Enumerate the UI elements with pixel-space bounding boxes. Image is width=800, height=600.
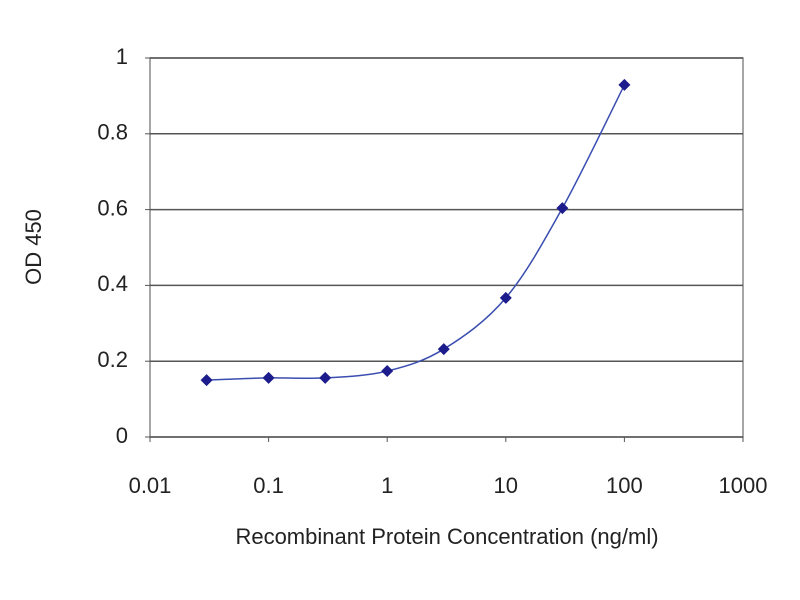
x-tick-label: 0.01 [129, 473, 172, 498]
x-axis-label: Recombinant Protein Concentration (ng/ml… [235, 524, 658, 549]
y-tick-label: 0 [116, 423, 128, 448]
data-point [499, 291, 512, 304]
plot-area [149, 57, 744, 438]
y-tick-label: 0.2 [97, 347, 128, 372]
data-point [200, 374, 213, 387]
data-point [262, 371, 275, 384]
data-point [319, 371, 332, 384]
data-point [618, 78, 631, 91]
y-axis-label: OD 450 [21, 209, 46, 285]
y-tick-label: 0.4 [97, 271, 128, 296]
x-tick-label: 1 [381, 473, 393, 498]
x-tick-label: 100 [606, 473, 643, 498]
y-tick-label: 0.6 [97, 195, 128, 220]
data-point [381, 365, 394, 378]
data-point [556, 202, 569, 215]
data-point [437, 343, 450, 356]
x-tick-label: 10 [494, 473, 518, 498]
y-tick-label: 0.8 [97, 120, 128, 145]
x-tick-label: 0.1 [253, 473, 284, 498]
x-tick-label: 1000 [719, 473, 768, 498]
y-tick-label: 1 [116, 44, 128, 69]
